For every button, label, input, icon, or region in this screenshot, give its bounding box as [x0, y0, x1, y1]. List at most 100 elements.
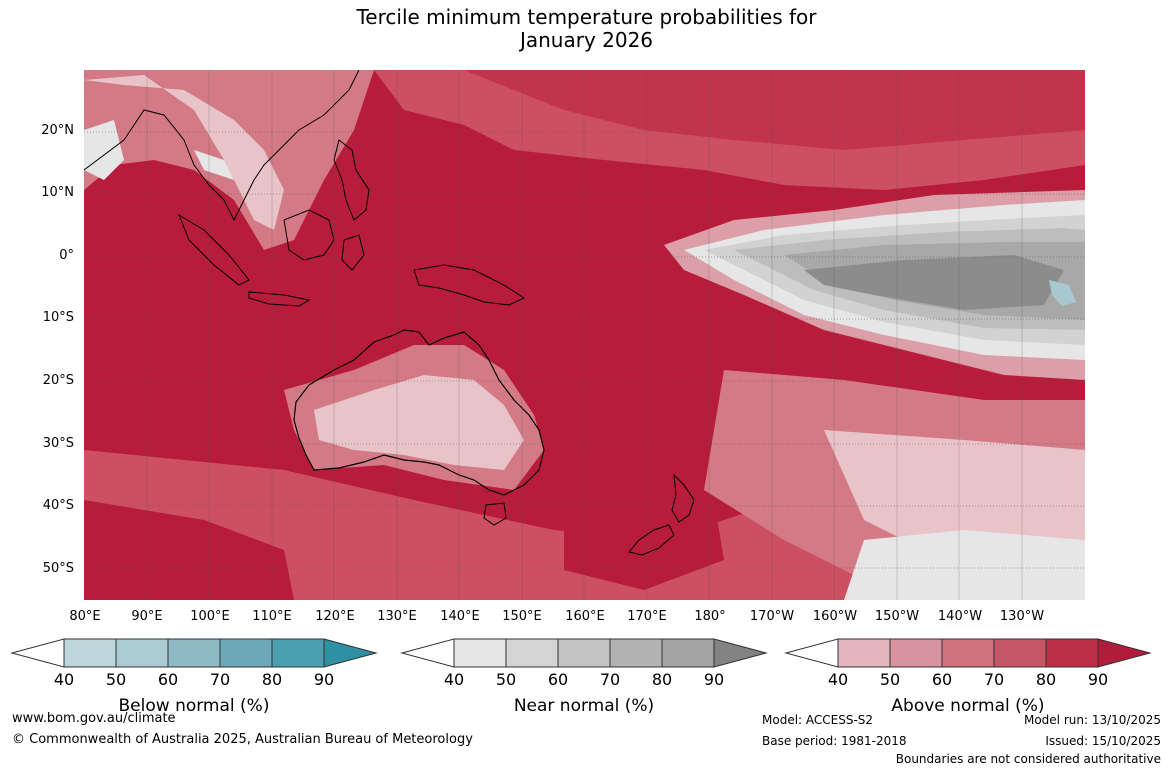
- near-swatch-0: [400, 638, 455, 668]
- chart-title-line2: January 2026: [519, 28, 654, 52]
- above-swatch-5: [1045, 638, 1099, 668]
- lat-label-10n: 10°N: [41, 185, 74, 200]
- lon-label-150e: 150°E: [502, 609, 542, 624]
- lon-label-90e: 90°E: [131, 609, 163, 624]
- near-tick-40: 40: [443, 670, 465, 689]
- above-tick-80: 80: [1035, 670, 1057, 689]
- below-tick-80: 80: [261, 670, 283, 689]
- borneo-coastline: [283, 209, 335, 261]
- region-asia-above-40: [84, 75, 284, 230]
- chart-title-line1: Tercile minimum temperature probabilitie…: [356, 5, 817, 29]
- near-swatch-5: [661, 638, 715, 668]
- above-normal-label: Above normal (%): [891, 696, 1045, 716]
- above-swatch-6: [1097, 638, 1152, 668]
- lon-label-170e: 170°E: [627, 609, 667, 624]
- lat-label-0: 0°: [59, 248, 74, 263]
- below-swatch-6: [323, 638, 378, 668]
- above-tick-40: 40: [827, 670, 849, 689]
- region-north-above-80: [464, 70, 1085, 150]
- below-swatch-2: [115, 638, 169, 668]
- above-swatch-4: [993, 638, 1047, 668]
- above-swatch-3: [941, 638, 995, 668]
- below-tick-90: 90: [313, 670, 335, 689]
- graticule-meridians: [146, 70, 1023, 600]
- below-tick-60: 60: [157, 670, 179, 689]
- above-swatch-2: [889, 638, 943, 668]
- near-normal-colorbar: [400, 638, 768, 668]
- below-tick-70: 70: [209, 670, 231, 689]
- lon-label-160e: 160°E: [565, 609, 605, 624]
- copyright: © Commonwealth of Australia 2025, Austra…: [12, 732, 473, 747]
- region-asia-near-40: [84, 120, 234, 180]
- above-tick-50: 50: [879, 670, 901, 689]
- near-swatch-2: [505, 638, 559, 668]
- region-pacific-near-80: [804, 255, 1064, 310]
- lon-label-140e: 140°E: [440, 609, 480, 624]
- below-swatch-0: [10, 638, 65, 668]
- lon-label-100e: 100°E: [190, 609, 230, 624]
- model-run: Model run: 13/10/2025: [1023, 713, 1161, 727]
- above-tick-60: 60: [931, 670, 953, 689]
- near-swatch-6: [713, 638, 768, 668]
- below-tick-40: 40: [53, 670, 75, 689]
- base-period: Base period: 1981-2018: [762, 734, 907, 748]
- lon-label-80e: 80°E: [69, 609, 101, 624]
- lat-label-50s: 50°S: [42, 561, 74, 576]
- lon-label-130e: 130°E: [377, 609, 417, 624]
- probability-map: [84, 70, 1085, 600]
- java-coastline: [248, 291, 311, 307]
- lon-label-160w: 160°W: [812, 609, 858, 624]
- lon-label-120e: 120°E: [315, 609, 355, 624]
- above-normal-colorbar: [784, 638, 1152, 668]
- lon-label-140w: 140°W: [937, 609, 983, 624]
- near-swatch-3: [557, 638, 611, 668]
- graticule: [84, 131, 1085, 569]
- tasmania-coastline: [483, 502, 507, 526]
- above-tick-90: 90: [1087, 670, 1109, 689]
- lat-label-20s: 20°S: [42, 373, 74, 388]
- new-guinea-coastline: [413, 264, 526, 306]
- below-swatch-3: [167, 638, 221, 668]
- near-tick-50: 50: [495, 670, 517, 689]
- near-swatch-4: [609, 638, 663, 668]
- near-tick-80: 80: [651, 670, 673, 689]
- asia-mainland-coastline: [84, 70, 360, 222]
- near-swatch-1: [453, 638, 507, 668]
- lon-label-150w: 150°W: [874, 609, 920, 624]
- model-name: Model: ACCESS-S2: [762, 713, 874, 727]
- sumatra-coastline: [177, 213, 250, 286]
- near-tick-90: 90: [703, 670, 725, 689]
- lon-label-130w: 130°W: [999, 609, 1045, 624]
- nz-north-island-coastline: [671, 473, 695, 523]
- issued-date: Issued: 15/10/2025: [1045, 734, 1161, 748]
- lat-label-30s: 30°S: [42, 436, 74, 451]
- above-swatch-0: [784, 638, 839, 668]
- lat-label-10s: 10°S: [42, 310, 74, 325]
- philippines-coastline: [333, 139, 370, 221]
- lon-label-110e: 110°E: [252, 609, 292, 624]
- lat-label-40s: 40°S: [42, 498, 74, 513]
- disclaimer: Boundaries are not considered authoritat…: [895, 752, 1161, 766]
- region-pacific-below-50: [1049, 280, 1076, 306]
- near-tick-60: 60: [547, 670, 569, 689]
- lon-label-180: 180°: [694, 609, 726, 624]
- australia-coastline: [293, 329, 545, 496]
- region-australia-above-40: [314, 375, 524, 470]
- website-link[interactable]: www.bom.gov.au/climate: [12, 711, 176, 726]
- lat-label-20n: 20°N: [41, 123, 74, 138]
- above-swatch-1: [837, 638, 891, 668]
- below-swatch-5: [271, 638, 325, 668]
- below-tick-50: 50: [105, 670, 127, 689]
- near-tick-70: 70: [599, 670, 621, 689]
- below-normal-label: Below normal (%): [118, 696, 270, 716]
- sulawesi-coastline: [341, 234, 365, 271]
- region-nz-above-90: [564, 470, 724, 590]
- above-tick-70: 70: [983, 670, 1005, 689]
- below-normal-colorbar: [10, 638, 378, 668]
- below-swatch-1: [63, 638, 117, 668]
- region-southeast-near-40: [844, 530, 1085, 600]
- region-southwest-above-90: [84, 500, 294, 600]
- below-swatch-4: [219, 638, 273, 668]
- near-normal-label: Near normal (%): [513, 696, 655, 716]
- nz-south-island-coastline: [628, 524, 675, 556]
